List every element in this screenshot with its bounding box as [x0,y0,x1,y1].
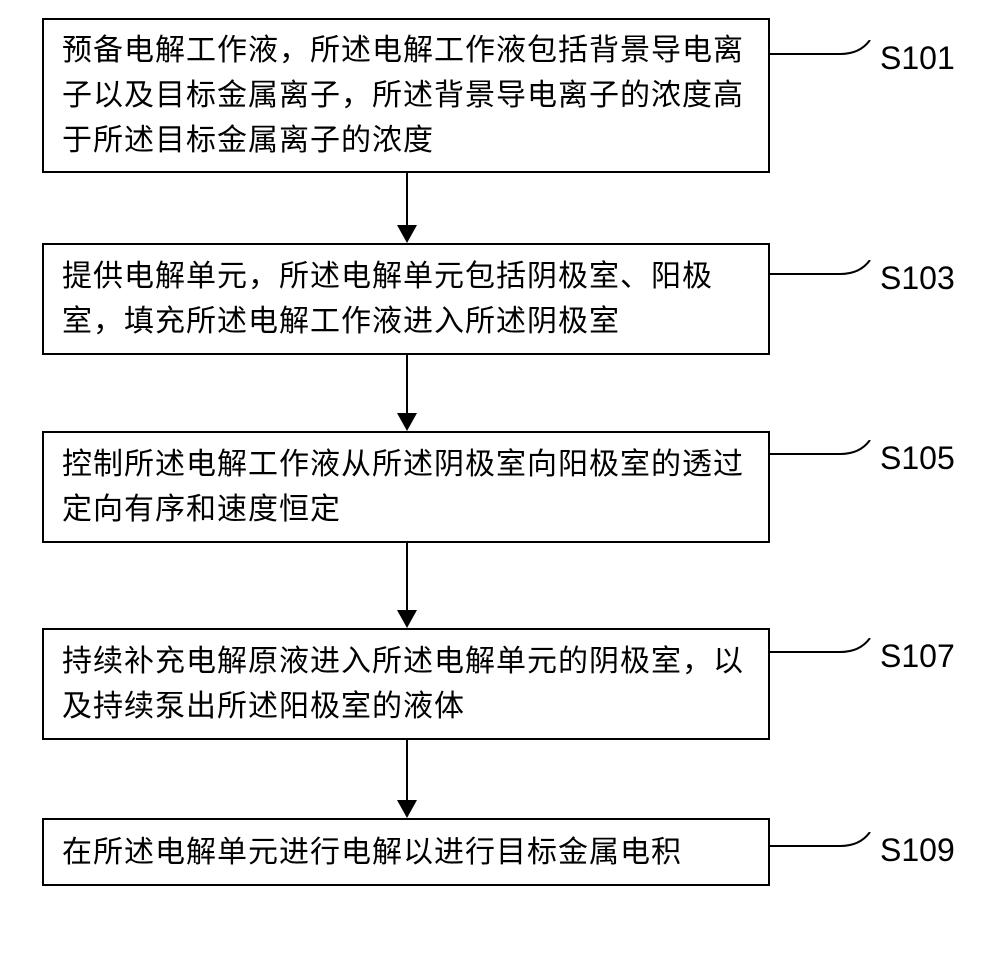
step-label-s107: S107 [880,638,955,675]
step-label-s103: S103 [880,260,955,297]
step-label-s109: S109 [880,832,955,869]
flowchart-step-s105: 控制所述电解工作液从所述阴极室向阳极室的透过定向有序和速度恒定 [42,431,770,543]
flowchart-step-s103: 提供电解单元，所述电解单元包括阴极室、阳极室，填充所述电解工作液进入所述阴极室 [42,243,770,355]
step-text: 提供电解单元，所述电解单元包括阴极室、阳极室，填充所述电解工作液进入所述阴极室 [62,254,750,344]
flowchart-step-s107: 持续补充电解原液进入所述电解单元的阴极室，以及持续泵出所述阳极室的液体 [42,628,770,740]
flowchart-container: 预备电解工作液，所述电解工作液包括背景导电离子以及目标金属离子，所述背景导电离子… [0,0,1000,961]
flowchart-step-s101: 预备电解工作液，所述电解工作液包括背景导电离子以及目标金属离子，所述背景导电离子… [42,18,770,173]
step-label-s101: S101 [880,40,955,77]
step-text: 预备电解工作液，所述电解工作液包括背景导电离子以及目标金属离子，所述背景导电离子… [62,28,750,163]
step-text: 在所述电解单元进行电解以进行目标金属电积 [62,830,682,875]
step-text: 控制所述电解工作液从所述阴极室向阳极室的透过定向有序和速度恒定 [62,442,750,532]
step-text: 持续补充电解原液进入所述电解单元的阴极室，以及持续泵出所述阳极室的液体 [62,639,750,729]
flowchart-step-s109: 在所述电解单元进行电解以进行目标金属电积 [42,818,770,886]
step-label-s105: S105 [880,440,955,477]
